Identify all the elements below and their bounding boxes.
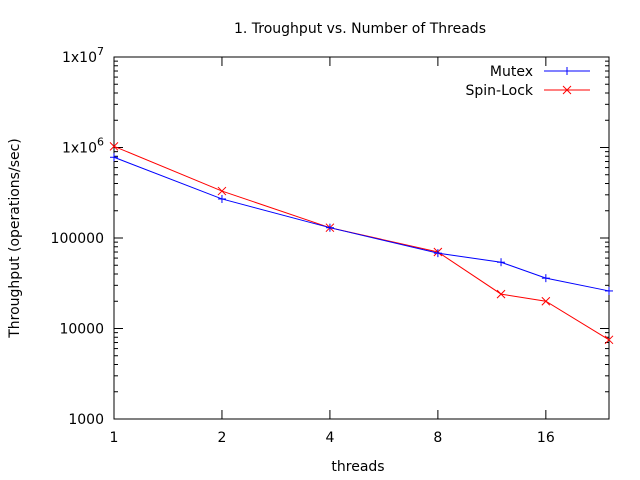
series-spin-lock bbox=[109, 141, 614, 345]
marker-cross-b bbox=[541, 296, 551, 306]
data-point-mutex bbox=[433, 249, 442, 258]
x-tick-label: 16 bbox=[537, 430, 555, 446]
x-axis-title: threads bbox=[331, 459, 384, 475]
x-tick-label: 1 bbox=[110, 430, 119, 446]
x-tick-label: 2 bbox=[218, 430, 227, 446]
data-point-mutex bbox=[497, 258, 506, 267]
plot-series bbox=[109, 141, 614, 345]
data-point-spin-lock bbox=[604, 335, 614, 345]
x-tick-label: 8 bbox=[433, 430, 442, 446]
series-mutex bbox=[110, 153, 613, 295]
marker-cross-b bbox=[109, 141, 119, 151]
marker-cross-b bbox=[496, 289, 506, 299]
chart-title: 1. Troughput vs. Number of Threads bbox=[234, 21, 486, 37]
legend-label: Spin-Lock bbox=[465, 83, 533, 99]
series-line-spin-lock bbox=[113, 145, 610, 341]
legend-label: Mutex bbox=[490, 64, 533, 80]
data-point-mutex bbox=[110, 153, 118, 162]
axes: 1000 10000 100000 1x106 1x107 1 2 4 8 16 bbox=[51, 45, 610, 446]
plot-frame bbox=[113, 56, 610, 420]
legend-item-mutex: Mutex bbox=[490, 64, 590, 80]
data-point-spin-lock bbox=[541, 296, 551, 306]
marker-cross-b bbox=[217, 186, 227, 196]
y-tick-label: 1x106 bbox=[62, 136, 104, 157]
marker-cross-b bbox=[604, 335, 614, 345]
data-point-mutex bbox=[541, 274, 550, 283]
data-point-mutex bbox=[325, 223, 334, 232]
legend-item-spin-lock: Spin-Lock bbox=[465, 83, 590, 99]
x-tick-label: 4 bbox=[325, 430, 334, 446]
legend: Mutex Spin-Lock bbox=[465, 64, 590, 99]
data-point-mutex bbox=[217, 194, 226, 203]
marker-cross-b bbox=[562, 85, 572, 95]
data-point-spin-lock bbox=[217, 186, 227, 196]
data-point-spin-lock bbox=[496, 289, 506, 299]
data-point-spin-lock bbox=[109, 141, 119, 151]
y-tick-label: 1000 bbox=[68, 412, 104, 428]
y-axis-title: Throughput (operations/sec) bbox=[7, 138, 23, 339]
data-point-mutex bbox=[605, 286, 613, 295]
y-tick-label: 100000 bbox=[51, 231, 104, 247]
y-tick-label: 10000 bbox=[59, 322, 104, 338]
y-tick-label: 1x107 bbox=[62, 45, 104, 66]
